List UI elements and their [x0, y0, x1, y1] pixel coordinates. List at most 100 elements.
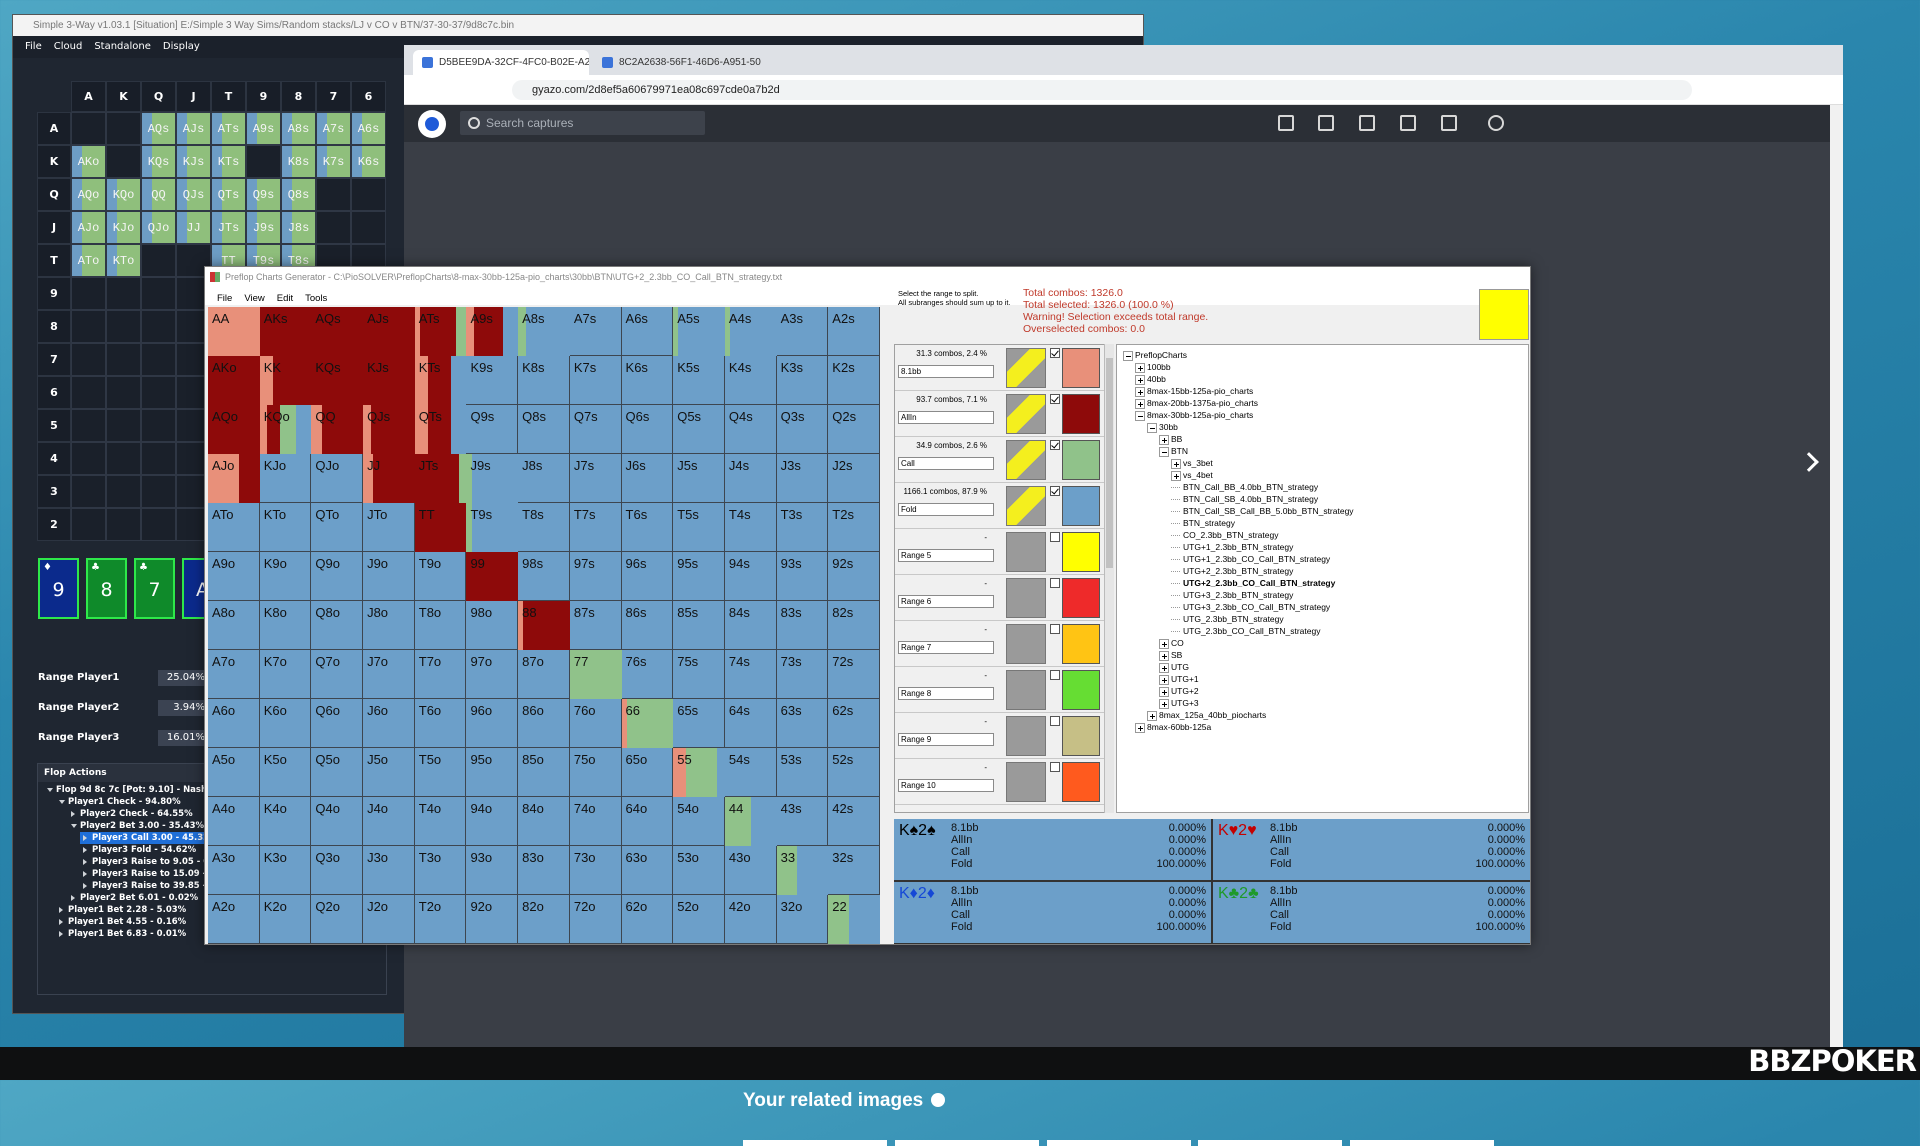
hand-cell[interactable]: Q4o — [311, 797, 364, 846]
hand-cell[interactable]: A4s — [724, 307, 777, 356]
empty-cell[interactable] — [176, 244, 211, 277]
empty-cell[interactable] — [246, 145, 281, 178]
tree-node[interactable]: 40bb — [1135, 373, 1166, 385]
hand-cell[interactable]: J7o — [363, 650, 415, 699]
hand-cell[interactable]: K3o — [259, 846, 312, 895]
hand-cell[interactable]: 96s — [621, 552, 674, 601]
hand-cell[interactable]: T9o — [414, 552, 467, 601]
hand-cell[interactable]: 72s — [828, 650, 880, 699]
range-color[interactable] — [1062, 716, 1100, 756]
hand-cell[interactable]: AJo — [71, 211, 106, 244]
hand-cell[interactable]: J6s — [621, 454, 674, 503]
range-name-input[interactable]: Range 7 — [898, 641, 994, 654]
tree-node[interactable]: 8max_125a_40bb_piocharts — [1147, 709, 1266, 721]
range-name-input[interactable]: Range 9 — [898, 733, 994, 746]
hand-cell[interactable]: AJs — [363, 307, 415, 356]
hand-cell[interactable]: J5s — [673, 454, 725, 503]
tree-node[interactable]: UTG+1_2.3bb_CO_Call_BTN_strategy — [1171, 553, 1330, 565]
hand-cell[interactable]: A9s — [246, 112, 281, 145]
selected-color[interactable] — [1479, 289, 1529, 340]
hand-cell[interactable]: 83o — [518, 846, 570, 895]
hand-cell[interactable]: J4o — [363, 797, 415, 846]
hand-cell[interactable]: T4o — [414, 797, 467, 846]
hand-cell[interactable]: JJ — [176, 211, 211, 244]
range-name-input[interactable]: AllIn — [898, 411, 994, 424]
hand-cell[interactable]: JJ — [363, 454, 415, 503]
hand-cell[interactable]: 75s — [673, 650, 725, 699]
range-checkbox[interactable] — [1050, 670, 1060, 680]
tree-node[interactable]: UTG_2.3bb_BTN_strategy — [1171, 613, 1284, 625]
hand-cell[interactable]: 97s — [569, 552, 622, 601]
range-color[interactable] — [1062, 532, 1100, 572]
hand-cell[interactable]: 92o — [466, 895, 519, 944]
hand-cell[interactable]: 65s — [673, 699, 725, 748]
action-node[interactable]: Player2 Check - 64.55% — [68, 808, 193, 820]
hand-cell[interactable]: 97o — [466, 650, 519, 699]
hand-cell[interactable]: 88 — [518, 601, 570, 650]
copy-icon[interactable] — [1400, 115, 1416, 131]
hand-cell[interactable]: AQs — [311, 307, 364, 356]
hand-cell[interactable]: K7s — [569, 356, 622, 405]
action-node[interactable]: Player2 Bet 6.01 - 0.02% — [68, 892, 198, 904]
empty-cell[interactable] — [71, 343, 106, 376]
hand-cell[interactable]: A5o — [208, 748, 260, 797]
hand-cell[interactable]: 54o — [673, 797, 725, 846]
hand-cell[interactable]: Q9o — [311, 552, 364, 601]
hand-cell[interactable]: 87o — [518, 650, 570, 699]
hand-cell[interactable]: Q7s — [569, 405, 622, 454]
hand-cell[interactable]: K2o — [259, 895, 312, 944]
range-name-input[interactable]: 8.1bb — [898, 365, 994, 378]
hand-cell[interactable]: ATs — [414, 307, 467, 356]
hand-cell[interactable]: 84s — [724, 601, 777, 650]
hand-cell[interactable]: ATo — [71, 244, 106, 277]
menu-item[interactable]: Edit — [276, 293, 294, 304]
hand-cell[interactable]: A8s — [518, 307, 570, 356]
hand-cell[interactable]: 96o — [466, 699, 519, 748]
tree-node[interactable]: UTG+2_2.3bb_CO_Call_BTN_strategy — [1171, 577, 1335, 589]
hand-cell[interactable]: KJs — [363, 356, 415, 405]
hand-cell[interactable]: A3s — [776, 307, 829, 356]
empty-cell[interactable] — [141, 442, 176, 475]
hand-cell[interactable]: QTs — [211, 178, 246, 211]
hand-cell[interactable]: T4s — [724, 503, 777, 552]
range-checkbox[interactable] — [1050, 486, 1060, 496]
hand-cell[interactable]: 72o — [569, 895, 622, 944]
related-thumb[interactable] — [743, 1140, 887, 1146]
share-icon[interactable] — [1278, 115, 1294, 131]
range-color[interactable] — [1062, 394, 1100, 434]
hand-cell[interactable]: 62s — [828, 699, 880, 748]
hand-cell[interactable]: K6s — [621, 356, 674, 405]
hand-cell[interactable]: QTo — [311, 503, 364, 552]
hand-cell[interactable]: 87s — [569, 601, 622, 650]
hand-cell[interactable]: 32s — [828, 846, 880, 895]
hand-cell[interactable]: QQ — [311, 405, 364, 454]
range-name-input[interactable]: Range 5 — [898, 549, 994, 562]
range-checkbox[interactable] — [1050, 440, 1060, 450]
tree-node[interactable]: 8max-60bb-125a — [1135, 721, 1211, 733]
hand-cell[interactable]: KJo — [106, 211, 141, 244]
hand-cell[interactable]: Q4s — [724, 405, 777, 454]
empty-cell[interactable] — [141, 310, 176, 343]
hand-cell[interactable]: 62o — [621, 895, 674, 944]
hand-cell[interactable]: J3o — [363, 846, 415, 895]
hand-cell[interactable]: J3s — [776, 454, 829, 503]
tree-node[interactable]: 30bb — [1147, 421, 1178, 433]
hand-cell[interactable]: T6o — [414, 699, 467, 748]
hand-cell[interactable]: Q6o — [311, 699, 364, 748]
hand-cell[interactable]: J8o — [363, 601, 415, 650]
hand-cell[interactable]: 98o — [466, 601, 519, 650]
hand-cell[interactable]: J9o — [363, 552, 415, 601]
hand-cell[interactable]: QJo — [311, 454, 364, 503]
hand-cell[interactable]: T7s — [569, 503, 622, 552]
hand-cell[interactable]: Q7o — [311, 650, 364, 699]
hand-cell[interactable]: A9s — [466, 307, 519, 356]
hand-cell[interactable]: J2o — [363, 895, 415, 944]
hand-cell[interactable]: K9o — [259, 552, 312, 601]
empty-cell[interactable] — [106, 376, 141, 409]
hand-cell[interactable]: K3s — [776, 356, 829, 405]
empty-cell[interactable] — [106, 508, 141, 541]
empty-cell[interactable] — [106, 343, 141, 376]
tree-node[interactable]: BTN_strategy — [1171, 517, 1235, 529]
hand-cell[interactable]: 73o — [569, 846, 622, 895]
hand-cell[interactable]: Q8s — [518, 405, 570, 454]
